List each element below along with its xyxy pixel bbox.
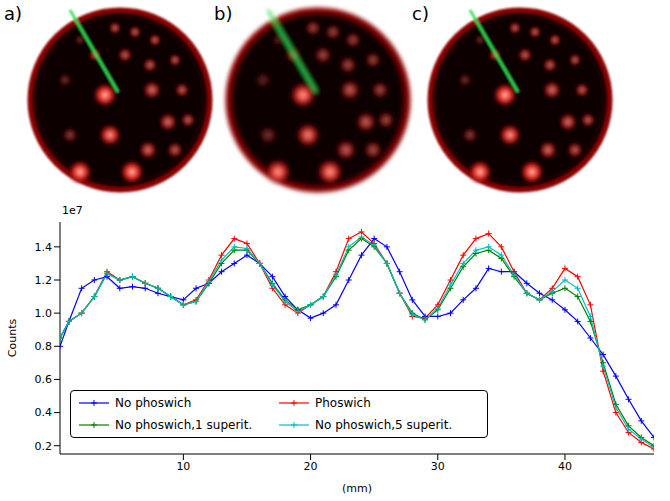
svg-text:20: 20: [304, 460, 318, 473]
svg-text:40: 40: [558, 460, 572, 473]
svg-text:c): c): [412, 3, 429, 24]
svg-text:0.8: 0.8: [35, 340, 53, 353]
svg-text:1.0: 1.0: [35, 307, 53, 320]
svg-text:1.2: 1.2: [35, 274, 53, 287]
svg-text:b): b): [214, 3, 232, 24]
html-text:1e7: 1e7: [62, 204, 83, 217]
html-text:No phoswich: No phoswich: [115, 396, 192, 410]
svg-text:10: 10: [176, 460, 190, 473]
svg-text:Counts: Counts: [6, 319, 19, 358]
html-text:Phoswich: Phoswich: [315, 396, 371, 410]
html-text:No phoswich,5 superit.: No phoswich,5 superit.: [315, 418, 453, 432]
svg-text:1.4: 1.4: [35, 241, 53, 254]
svg-text:(mm): (mm): [342, 482, 372, 495]
svg-text:a): a): [4, 3, 22, 24]
svg-text:0.4: 0.4: [35, 406, 53, 419]
svg-text:30: 30: [431, 460, 445, 473]
svg-text:0.2: 0.2: [35, 440, 53, 453]
svg-text:0.6: 0.6: [35, 373, 53, 386]
html-text:No phoswich,1 superit.: No phoswich,1 superit.: [115, 418, 253, 432]
